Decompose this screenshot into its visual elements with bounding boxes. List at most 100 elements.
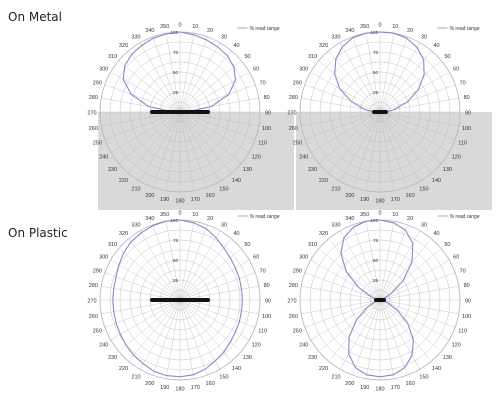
angle-tick-label: 160 — [206, 193, 215, 199]
angle-tick-label: 210 — [331, 375, 340, 381]
shaded-region — [296, 112, 492, 210]
radial-tick-label: 25 — [373, 278, 379, 283]
angle-tick-label: 260 — [89, 314, 98, 320]
angle-tick-label: 20 — [207, 216, 213, 222]
radial-tick-label: 75 — [173, 238, 179, 243]
angle-tick-label: 240 — [299, 343, 308, 349]
tag-antenna-bar — [150, 110, 210, 114]
angle-tick-label: 30 — [421, 222, 427, 228]
angle-tick-label: 110 — [258, 141, 267, 147]
radial-tick-label: 25 — [173, 90, 179, 95]
angle-tick-label: 80 — [464, 95, 470, 101]
angle-tick-label: 300 — [99, 255, 108, 261]
angle-tick-label: 160 — [206, 381, 215, 387]
angle-tick-label: 80 — [464, 283, 470, 289]
angle-tick-label: 330 — [131, 222, 140, 228]
angle-tick-label: 230 — [108, 167, 117, 173]
angle-tick-label: 240 — [99, 155, 108, 161]
angle-tick-label: 120 — [452, 155, 461, 161]
angle-tick-label: 90 — [265, 299, 271, 305]
angle-tick-label: 60 — [253, 255, 259, 261]
angle-tick-label: 250 — [293, 141, 302, 147]
angle-tick-label: 270 — [87, 111, 96, 117]
angle-tick-label: 210 — [131, 187, 140, 193]
angle-tick-label: 230 — [108, 355, 117, 361]
label-on-metal: On Metal — [8, 10, 62, 24]
angle-tick-label: 20 — [407, 28, 413, 34]
angle-tick-label: 180 — [375, 387, 384, 393]
polar-grid — [99, 219, 261, 381]
angle-tick-label: 320 — [119, 231, 128, 237]
angle-tick-label: 180 — [175, 387, 184, 393]
angle-tick-label: 300 — [299, 67, 308, 73]
angle-tick-label: 130 — [443, 355, 452, 361]
angle-tick-label: 40 — [234, 231, 240, 237]
angle-tick-label: 30 — [221, 222, 227, 228]
angle-tick-label: 220 — [119, 178, 128, 184]
angle-tick-label: 0 — [378, 211, 381, 217]
angle-tick-label: 200 — [345, 381, 354, 387]
angle-tick-label: 170 — [191, 197, 200, 203]
angle-tick-label: 140 — [432, 366, 441, 372]
legend-label: % read range — [250, 214, 280, 220]
angle-tick-label: 340 — [345, 216, 354, 222]
angle-tick-label: 300 — [299, 255, 308, 261]
legend-label: % read range — [250, 26, 280, 32]
angle-tick-label: 0 — [178, 23, 181, 29]
angle-tick-label: 250 — [293, 329, 302, 335]
angle-tick-label: 190 — [160, 197, 169, 203]
angle-tick-label: 120 — [252, 155, 261, 161]
tag-antenna-bar — [372, 110, 388, 114]
angle-tick-label: 280 — [89, 95, 98, 101]
angle-tick-label: 270 — [287, 299, 296, 305]
angle-tick-label: 250 — [93, 329, 102, 335]
angle-tick-label: 260 — [89, 126, 98, 132]
angle-tick-label: 170 — [391, 385, 400, 391]
angle-tick-label: 170 — [191, 385, 200, 391]
angle-tick-label: 40 — [434, 43, 440, 49]
angle-tick-label: 70 — [460, 80, 466, 86]
angle-tick-label: 290 — [93, 80, 102, 86]
angle-tick-label: 250 — [93, 141, 102, 147]
angle-tick-label: 350 — [160, 212, 169, 218]
angle-tick-label: 120 — [452, 343, 461, 349]
angle-tick-label: 200 — [345, 193, 354, 199]
angle-tick-label: 50 — [444, 54, 450, 60]
angle-tick-label: 220 — [119, 366, 128, 372]
angle-tick-label: 310 — [308, 242, 317, 248]
angle-tick-label: 20 — [207, 28, 213, 34]
angle-tick-label: 120 — [252, 343, 261, 349]
angle-tick-label: 330 — [131, 34, 140, 40]
angle-tick-label: 80 — [264, 95, 270, 101]
label-on-plastic: On Plastic — [8, 226, 68, 240]
angle-tick-label: 160 — [406, 193, 415, 199]
angle-tick-label: 340 — [345, 28, 354, 34]
angle-tick-label: 180 — [175, 199, 184, 205]
angle-tick-label: 80 — [264, 283, 270, 289]
angle-tick-label: 280 — [289, 95, 298, 101]
angle-tick-label: 240 — [299, 155, 308, 161]
angle-tick-label: 310 — [308, 54, 317, 60]
angle-tick-label: 110 — [258, 329, 267, 335]
angle-tick-label: 100 — [262, 126, 271, 132]
radial-tick-label: 50 — [373, 258, 379, 263]
angle-tick-label: 10 — [192, 212, 198, 218]
radial-tick-label: 75 — [173, 50, 179, 55]
angle-tick-label: 340 — [145, 216, 154, 222]
angle-tick-label: 350 — [360, 212, 369, 218]
angle-tick-label: 220 — [319, 366, 328, 372]
angle-tick-label: 130 — [443, 167, 452, 173]
angle-tick-label: 280 — [89, 283, 98, 289]
angle-tick-label: 330 — [331, 34, 340, 40]
angle-tick-label: 260 — [289, 314, 298, 320]
radiation-pattern-line — [340, 219, 414, 378]
angle-tick-label: 320 — [119, 43, 128, 49]
angle-tick-label: 110 — [458, 329, 467, 335]
shaded-region — [98, 112, 294, 210]
radiation-pattern-line — [122, 31, 236, 113]
angle-tick-label: 260 — [289, 126, 298, 132]
angle-tick-label: 280 — [289, 283, 298, 289]
